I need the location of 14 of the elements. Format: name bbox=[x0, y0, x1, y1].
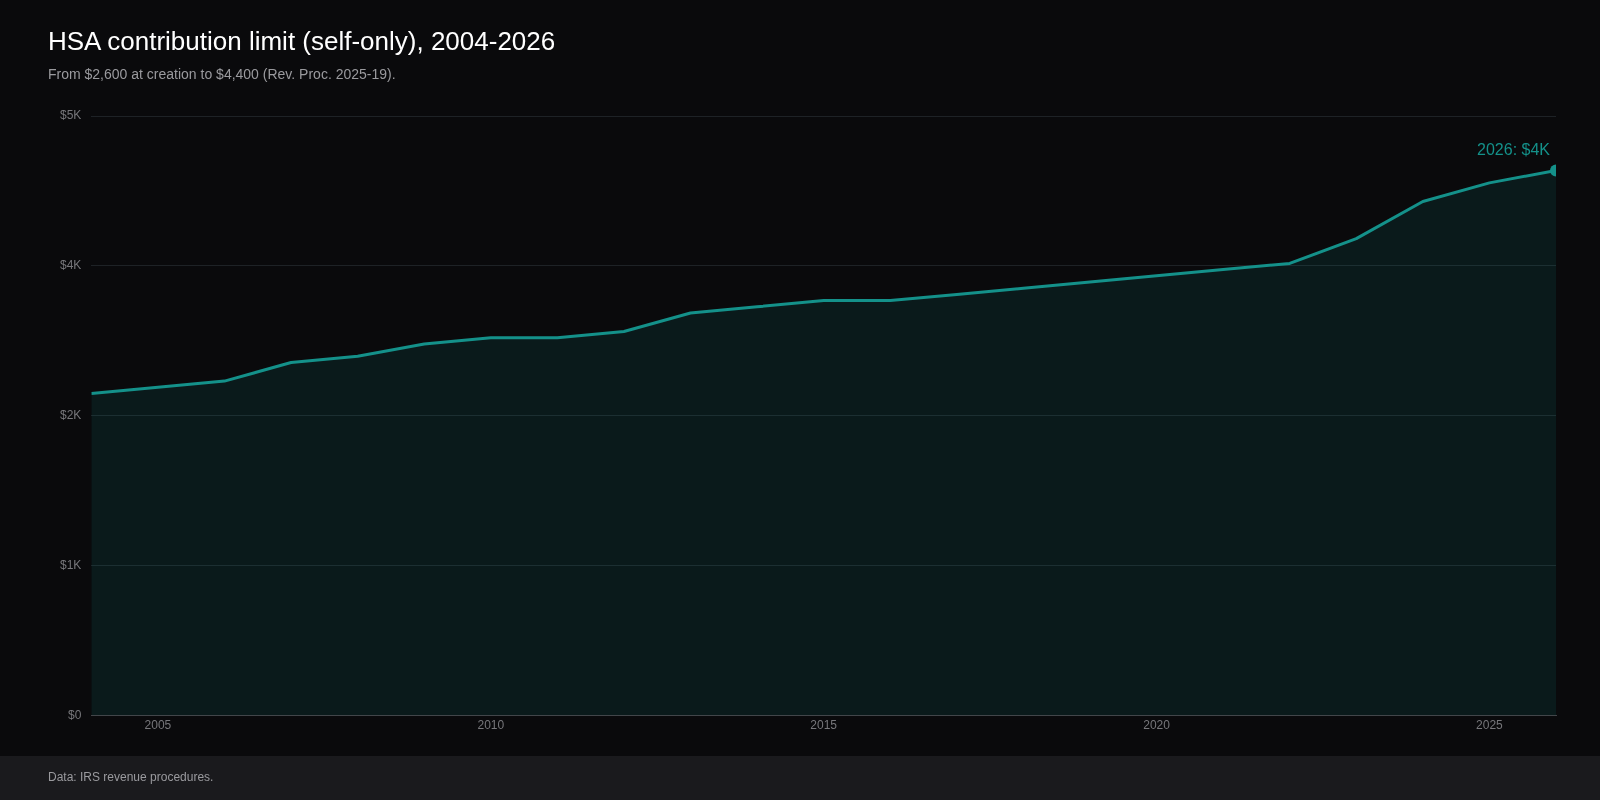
y-tick-label: $1K bbox=[59, 558, 82, 573]
chart-title: HSA contribution limit (self-only), 2004-2026 bbox=[48, 26, 556, 57]
y-tick-label: $4K bbox=[59, 258, 82, 273]
x-tick-label: 2005 bbox=[144, 718, 172, 733]
y-tick-label: $2K bbox=[59, 408, 82, 423]
x-tick-label: 2025 bbox=[1476, 718, 1504, 733]
x-tick-label: 2010 bbox=[477, 718, 505, 733]
annotation: 2026: $4K bbox=[1477, 140, 1551, 158]
x-tick-label: 2020 bbox=[1143, 718, 1171, 733]
y-tick-label: $5K bbox=[59, 108, 82, 123]
text: Data: IRS revenue procedures. bbox=[48, 770, 214, 784]
y-tick-label: $0 bbox=[67, 707, 82, 722]
chart-subtitle: From $2,600 at creation to $4,400 (Rev. Proc. 2025-19). bbox=[48, 66, 396, 82]
x-tick-label: 2015 bbox=[810, 718, 838, 733]
